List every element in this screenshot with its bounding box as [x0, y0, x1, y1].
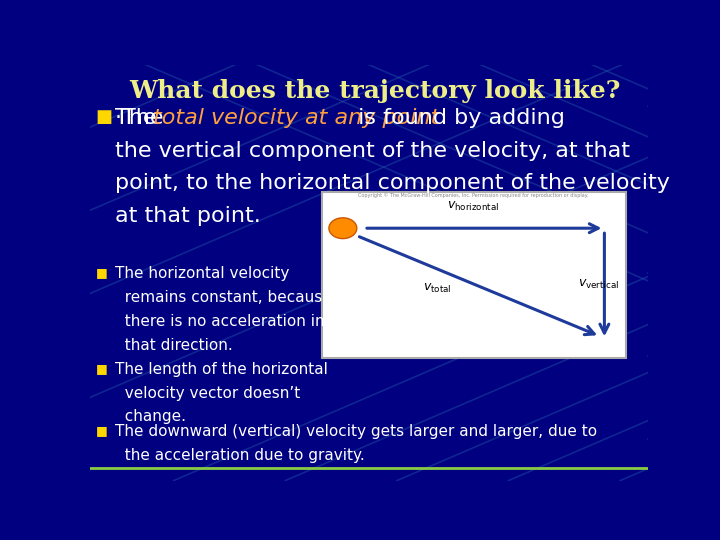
Text: change.: change. — [115, 409, 186, 424]
Text: there is no acceleration in: there is no acceleration in — [115, 314, 325, 329]
Text: ■: ■ — [96, 362, 107, 375]
Circle shape — [329, 218, 357, 239]
Text: that direction.: that direction. — [115, 338, 233, 353]
Text: The: The — [115, 109, 163, 129]
Text: velocity vector doesn’t: velocity vector doesn’t — [115, 386, 300, 401]
Text: point, to the horizontal component of the velocity: point, to the horizontal component of th… — [115, 173, 670, 193]
Text: The length of the horizontal: The length of the horizontal — [115, 362, 328, 377]
Text: The downward (vertical) velocity gets larger and larger, due to: The downward (vertical) velocity gets la… — [115, 424, 597, 440]
Text: at that point.: at that point. — [115, 206, 261, 226]
Text: Copyright © The McGraw-Hill Companies, Inc. Permission required for reproduction: Copyright © The McGraw-Hill Companies, I… — [359, 192, 589, 198]
Text: ■: ■ — [96, 424, 107, 437]
Text: is found by adding: is found by adding — [351, 109, 565, 129]
Text: the vertical component of the velocity, at that: the vertical component of the velocity, … — [115, 141, 630, 161]
Text: $\mathit{v}_{\mathrm{horizontal}}$: $\mathit{v}_{\mathrm{horizontal}}$ — [447, 200, 500, 213]
Text: ·The: ·The — [115, 109, 171, 129]
Text: ■: ■ — [96, 109, 112, 126]
Text: the acceleration due to gravity.: the acceleration due to gravity. — [115, 448, 365, 463]
Text: What does the trajectory look like?: What does the trajectory look like? — [129, 79, 621, 103]
Text: ■: ■ — [96, 266, 107, 280]
Text: total velocity at any point: total velocity at any point — [153, 109, 439, 129]
Bar — [322, 192, 626, 358]
Text: $\mathit{v}_{\mathrm{vertical}}$: $\mathit{v}_{\mathrm{vertical}}$ — [578, 278, 620, 291]
Text: remains constant, because: remains constant, because — [115, 290, 332, 305]
Text: $\mathit{v}_{\mathrm{total}}$: $\mathit{v}_{\mathrm{total}}$ — [423, 281, 451, 295]
Text: The horizontal velocity: The horizontal velocity — [115, 266, 289, 281]
